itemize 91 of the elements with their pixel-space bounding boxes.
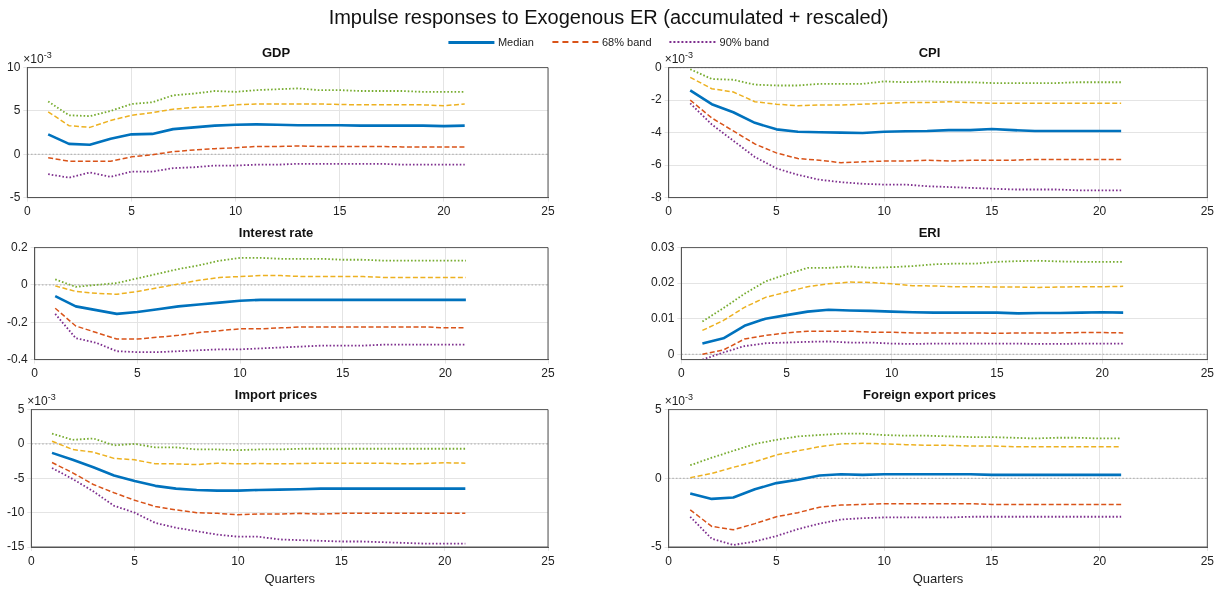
x-tick-label: 25 <box>1200 204 1215 219</box>
x-tick-label: 0 <box>678 366 686 381</box>
line-series <box>47 87 466 118</box>
legend-label: 68% band <box>601 36 652 48</box>
line-series <box>54 312 467 354</box>
chart-title: GDP <box>261 45 291 61</box>
y-tick-label: 0 <box>667 346 675 361</box>
y-tick-label: 10 <box>6 59 21 74</box>
line-series <box>689 515 1123 546</box>
y-tick-label: 5 <box>654 401 662 416</box>
x-tick-label: 25 <box>541 553 555 568</box>
chart-title: ERI <box>918 225 941 241</box>
x-tick-label: 0 <box>31 366 39 381</box>
y-tick-label: -4 <box>651 124 662 139</box>
x-tick-label: 5 <box>773 204 781 219</box>
y-tick-label: -8 <box>651 189 662 204</box>
line-series <box>51 432 467 452</box>
line-series <box>689 99 1122 164</box>
line-series <box>47 145 466 162</box>
line-series <box>689 68 1123 87</box>
x-tick-label: 25 <box>1200 366 1215 381</box>
x-tick-label: 20 <box>1092 204 1107 219</box>
x-tick-label: 10 <box>231 553 245 568</box>
chart-title: CPI <box>918 45 941 61</box>
y-tick-label: -10 <box>7 504 25 519</box>
y-tick-label: -5 <box>9 189 21 204</box>
x-tick-label: 15 <box>333 204 347 219</box>
y-tick-label: -0.4 <box>6 351 28 366</box>
y-tick-label: 0 <box>654 59 662 74</box>
x-axis-title: Quarters <box>912 570 964 586</box>
x-tick-label: 15 <box>985 204 999 219</box>
x-axis-title: Quarters <box>264 570 316 586</box>
x-tick-label: 25 <box>541 366 555 381</box>
y-tick-label: -2 <box>651 92 662 107</box>
x-tick-label: 10 <box>233 366 247 381</box>
x-tick-label: 5 <box>131 553 139 568</box>
x-tick-label: 25 <box>541 204 555 219</box>
y-tick-label: 0.03 <box>651 239 675 254</box>
y-tick-label: 0 <box>13 146 21 161</box>
line-series <box>51 440 467 466</box>
x-tick-label: 5 <box>773 553 781 568</box>
x-tick-label: 15 <box>990 366 1004 381</box>
y-tick-label: 0.2 <box>10 239 28 254</box>
x-tick-label: 15 <box>335 366 350 381</box>
y-tick-label: -6 <box>651 157 662 172</box>
y-tick-label: 5 <box>17 401 25 416</box>
y-tick-label: -5 <box>13 470 25 485</box>
text: Impulse responses to Exogenous ER (accumulated + rescaled) <box>327 6 890 29</box>
x-tick-label: 25 <box>1200 553 1215 568</box>
x-tick-label: 10 <box>877 553 892 568</box>
x-tick-label: 10 <box>885 366 899 381</box>
line-series <box>701 259 1125 323</box>
chart-title: Import prices <box>234 387 318 403</box>
y-tick-label: -0.2 <box>6 314 28 329</box>
x-tick-label: 15 <box>334 553 349 568</box>
line-series <box>47 162 466 179</box>
y-tick-label: 0.02 <box>651 275 675 290</box>
y-tick-label: 0 <box>17 436 25 451</box>
line-series <box>54 274 467 296</box>
y-tick-label: -5 <box>651 539 662 554</box>
x-tick-label: 10 <box>228 204 243 219</box>
line-series <box>701 340 1125 360</box>
line-series <box>689 432 1123 467</box>
chart-title: Interest rate <box>238 225 314 241</box>
line-series <box>689 76 1122 107</box>
x-tick-label: 20 <box>438 366 453 381</box>
x-tick-label: 5 <box>134 366 141 381</box>
y-tick-label: -15 <box>7 539 25 554</box>
y-tick-label: 0 <box>20 277 28 292</box>
line-series <box>54 256 467 288</box>
y-tick-label: 0 <box>654 470 662 485</box>
y-tick-label: 5 <box>13 103 21 118</box>
line-series <box>689 442 1122 479</box>
line-series <box>689 102 1123 192</box>
line-series <box>51 461 467 516</box>
x-tick-label: 20 <box>1092 553 1107 568</box>
y-tick-label: 0.01 <box>651 311 675 326</box>
line-series <box>689 502 1122 531</box>
x-tick-label: 5 <box>783 366 791 381</box>
legend-label: Median <box>497 36 534 48</box>
x-tick-label: 15 <box>985 553 999 568</box>
line-series <box>701 281 1124 332</box>
x-tick-label: 20 <box>437 204 451 219</box>
x-tick-label: 5 <box>128 204 136 219</box>
x-tick-label: 20 <box>1095 366 1110 381</box>
legend-label: 90% band <box>719 36 770 48</box>
x-tick-label: 20 <box>437 553 452 568</box>
chart-title: Foreign export prices <box>863 387 996 403</box>
line-series <box>47 103 466 129</box>
x-tick-label: 10 <box>877 204 892 219</box>
line-series <box>701 330 1124 356</box>
